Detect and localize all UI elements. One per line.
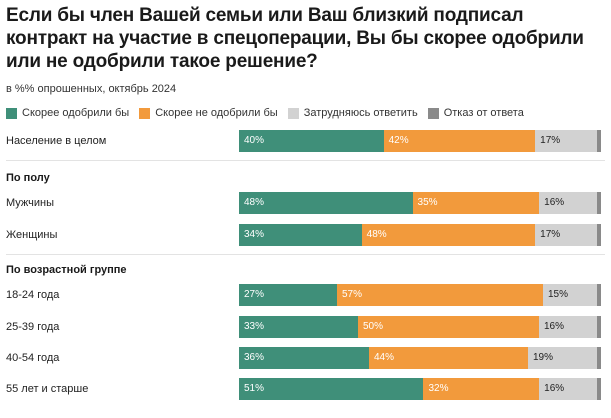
legend-swatch-disapprove xyxy=(139,107,151,119)
bar-segment-disapprove: 42% xyxy=(383,130,536,152)
legend-label-refuse: Отказ от ответа xyxy=(443,107,524,119)
stacked-bar: 36% 44% 19% xyxy=(239,347,601,369)
row-label: 25-39 года xyxy=(6,321,60,333)
bar-segment-refuse xyxy=(597,347,601,369)
bar-segment-disapprove: 35% xyxy=(412,192,540,214)
group-header: По полу xyxy=(6,172,50,184)
bar-segment-refuse xyxy=(597,130,601,152)
stacked-bar: 48% 35% 16% xyxy=(239,192,601,214)
bar-segment-disapprove: 32% xyxy=(423,378,540,400)
row-label: 18-24 года xyxy=(6,289,60,301)
bar-segment-disapprove: 48% xyxy=(361,224,536,246)
bar-segment-disapprove: 57% xyxy=(337,284,543,306)
bar-segment-approve: 36% xyxy=(239,347,369,369)
legend: Скорее одобрили бы Скорее не одобрили бы… xyxy=(6,107,534,119)
group-divider xyxy=(6,254,605,255)
stacked-bar: 27% 57% 15% xyxy=(239,284,601,306)
row-label: 40-54 года xyxy=(6,352,60,364)
row-label: Население в целом xyxy=(6,135,107,147)
row-label: Мужчины xyxy=(6,197,55,209)
legend-item-disapprove: Скорее не одобрили бы xyxy=(139,107,278,119)
bar-segment-refuse xyxy=(597,316,601,338)
bar-segment-unsure: 15% xyxy=(543,284,597,306)
bar-segment-unsure: 16% xyxy=(539,316,597,338)
bar-segment-refuse xyxy=(597,284,601,306)
stacked-bar: 34% 48% 17% xyxy=(239,224,601,246)
bar-segment-approve: 34% xyxy=(239,224,362,246)
legend-label-approve: Скорее одобрили бы xyxy=(22,107,130,119)
bar-segment-approve: 33% xyxy=(239,316,358,338)
row-label: 55 лет и старше xyxy=(6,383,89,395)
legend-swatch-refuse xyxy=(427,107,439,119)
bar-segment-unsure: 17% xyxy=(535,130,598,152)
bar-segment-disapprove: 44% xyxy=(369,347,528,369)
row-label: Женщины xyxy=(6,229,58,241)
bar-segment-unsure: 16% xyxy=(539,378,598,400)
bar-segment-approve: 40% xyxy=(239,130,384,152)
bar-segment-approve: 48% xyxy=(239,192,413,214)
bar-segment-disapprove: 50% xyxy=(358,316,539,338)
legend-item-unsure: Затрудняюсь ответить xyxy=(287,107,418,119)
bar-segment-unsure: 16% xyxy=(539,192,598,214)
legend-item-refuse: Отказ от ответа xyxy=(427,107,524,119)
group-divider xyxy=(6,160,605,161)
stacked-bar: 40% 42% 17% xyxy=(239,130,601,152)
bar-segment-refuse xyxy=(597,224,601,246)
chart-title: Если бы член Вашей семьи или Ваш близкий… xyxy=(6,5,584,72)
bar-segment-approve: 51% xyxy=(239,378,424,400)
bar-segment-unsure: 17% xyxy=(535,224,598,246)
bar-segment-approve: 27% xyxy=(239,284,337,306)
legend-label-unsure: Затрудняюсь ответить xyxy=(303,107,418,119)
legend-label-disapprove: Скорее не одобрили бы xyxy=(155,107,278,119)
stacked-bar: 51% 32% 16% xyxy=(239,378,601,400)
bar-segment-refuse xyxy=(597,378,601,400)
group-header: По возрастной группе xyxy=(6,264,127,276)
legend-item-approve: Скорее одобрили бы xyxy=(6,107,129,119)
stacked-bar: 33% 50% 16% xyxy=(239,316,601,338)
bar-segment-unsure: 19% xyxy=(528,347,597,369)
legend-swatch-approve xyxy=(6,107,17,119)
bar-segment-refuse xyxy=(597,192,601,214)
legend-swatch-unsure xyxy=(287,107,299,119)
chart-subtitle: в %% опрошенных, октябрь 2024 xyxy=(6,83,177,95)
